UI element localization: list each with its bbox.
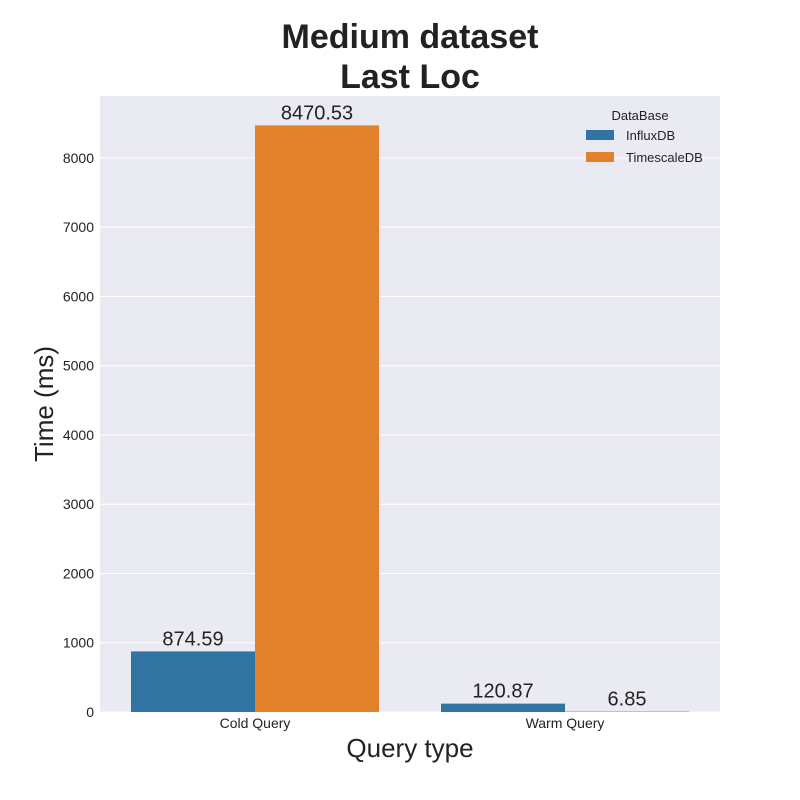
bar-data-label: 6.85: [608, 689, 647, 711]
plot-area: [100, 96, 720, 712]
y-tick-label: 8000: [63, 150, 94, 166]
legend-items: InfluxDB TimescaleDB: [586, 128, 703, 165]
y-tick-label: 4000: [63, 427, 94, 443]
y-tick-label: 3000: [63, 496, 94, 512]
y-tick-label: 6000: [63, 288, 94, 304]
bar-influxdb-cold-query: [131, 651, 255, 712]
chart-title-line-2: Last Loc: [340, 58, 480, 96]
y-axis-ticks: 0 1000 2000 3000 4000 5000 6000 7000 8000: [63, 150, 94, 720]
y-tick-label: 5000: [63, 358, 94, 374]
y-tick-label: 2000: [63, 565, 94, 581]
bar-data-labels: 874.59 8470.53 120.87 6.85: [162, 102, 646, 710]
legend-swatch-timescaledb: [586, 152, 614, 162]
legend-label-timescaledb: TimescaleDB: [626, 150, 703, 165]
x-tick-label: Cold Query: [220, 715, 291, 731]
x-tick-label: Warm Query: [526, 715, 605, 731]
bar-data-label: 120.87: [472, 681, 533, 703]
y-tick-label: 1000: [63, 635, 94, 651]
legend-swatch-influxdb: [586, 130, 614, 140]
legend-label-influxdb: InfluxDB: [626, 128, 675, 143]
bar-data-label: 874.59: [162, 628, 223, 650]
y-axis-label: Time (ms): [29, 346, 59, 462]
legend: DataBase InfluxDB TimescaleDB: [586, 108, 703, 165]
grid-lines: [100, 157, 720, 713]
chart-title-line-1: Medium dataset: [282, 18, 539, 56]
y-tick-label: 0: [86, 704, 94, 720]
bars: [131, 125, 689, 713]
bar-timescaledb-cold-query: [255, 125, 379, 713]
x-axis-label: Query type: [346, 733, 473, 763]
bar-data-label: 8470.53: [281, 102, 353, 124]
y-tick-label: 7000: [63, 219, 94, 235]
bar-influxdb-warm-query: [441, 703, 565, 712]
x-axis-ticks: Cold Query Warm Query: [220, 715, 605, 731]
legend-title: DataBase: [611, 108, 668, 123]
